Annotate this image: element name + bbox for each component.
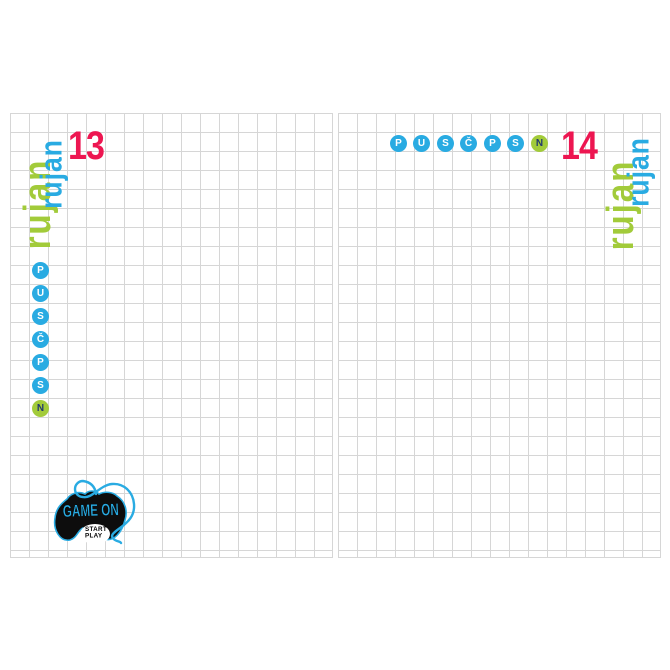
weekday-dot-saturday-right: S [507,135,524,152]
doodle-subtitle-start: START [85,526,107,533]
weekday-dot-friday-right: P [484,135,501,152]
weekday-letter: U [417,137,426,149]
weekday-dot-wednesday-left: S [32,308,49,325]
doodle-title: GAME ON [62,500,119,521]
weekday-dot-friday-left: P [32,354,49,371]
month-label-blue-right: rujan [621,137,656,207]
controller-cable [73,479,136,545]
weekday-dot-monday-right: P [390,135,407,152]
right-page-grid [338,113,661,558]
doodle-subtitle-play: PLAY [85,533,103,540]
weekday-dot-monday-left: P [32,262,49,279]
weekday-dot-sunday-right: N [531,135,548,152]
month-label-blue-left: rujan [34,139,69,209]
weekday-dot-saturday-left: S [32,377,49,394]
weekday-letter: P [489,137,496,149]
weekday-letter: Č [464,137,473,149]
weekday-letter: Č [36,333,45,345]
date-number-right: 14 [561,124,598,168]
weekday-dot-thursday-left: Č [32,331,49,348]
weekday-dot-thursday-right: Č [460,135,477,152]
weekday-letter: N [535,137,544,149]
weekday-letter: N [36,402,45,414]
weekday-dot-tuesday-left: U [32,285,49,302]
weekday-dot-sunday-left: N [32,400,49,417]
weekday-letter: P [37,264,44,276]
left-page-grid [10,113,333,558]
weekday-dot-wednesday-right: S [437,135,454,152]
weekday-letter: S [37,310,44,322]
game-controller-doodle: GAME ON START PLAY [53,479,136,545]
date-number-left: 13 [68,124,105,168]
weekday-letter: S [37,379,44,391]
weekday-letter: P [395,137,402,149]
weekday-letter: S [442,137,449,149]
weekday-letter: P [37,356,44,368]
weekday-letter: S [512,137,519,149]
weekday-letter: U [36,287,45,299]
controller-label-notch [80,524,110,544]
weekday-dot-tuesday-right: U [413,135,430,152]
